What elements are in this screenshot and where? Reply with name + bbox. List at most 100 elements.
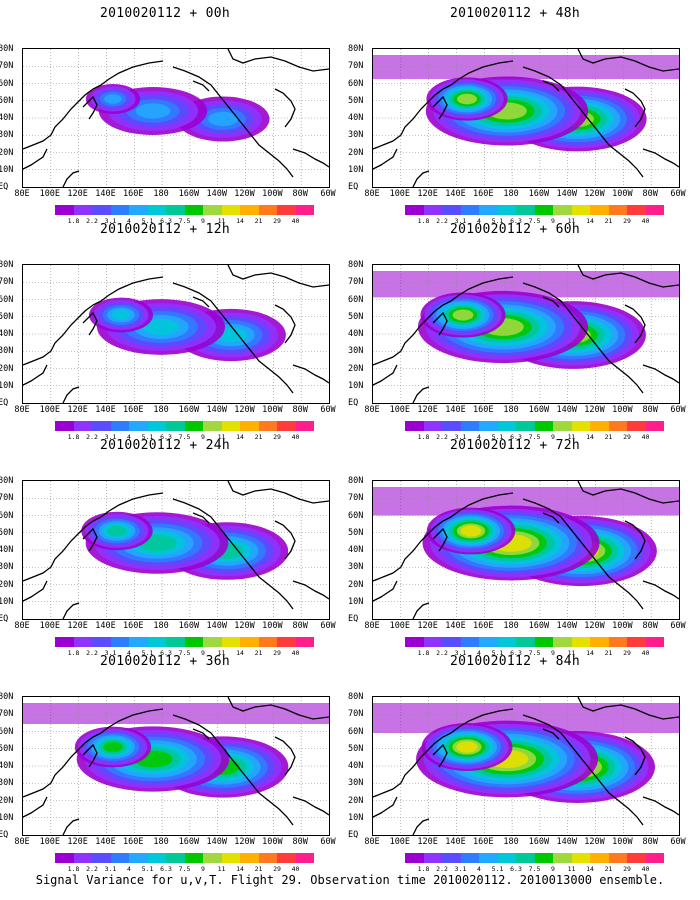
latitude-label: 60N	[348, 294, 364, 305]
colorbar-label: 5.1	[491, 433, 504, 441]
colorbar-label: 6.3	[160, 217, 172, 225]
latitude-label: 30N	[0, 130, 14, 141]
latitude-label: 80N	[348, 476, 364, 486]
colorbar-label: 21	[604, 649, 613, 657]
panel-title: 2010020112 + 84h	[449, 654, 581, 669]
colorbar-swatch	[295, 637, 314, 647]
coastline	[82, 527, 98, 552]
longitude-label: 60W	[670, 405, 686, 415]
latitude-label: 40N	[348, 329, 364, 339]
colorbar-swatch	[590, 205, 609, 215]
colorbar-swatch	[590, 421, 609, 431]
longitude-label: 100W	[262, 189, 283, 199]
variance-contour	[135, 103, 171, 119]
colorbar-swatch	[442, 421, 461, 431]
colorbar-swatch	[442, 637, 461, 647]
latitude-label: 70N	[0, 277, 14, 288]
colorbar-swatch	[258, 853, 277, 863]
colorbar-label: 9	[551, 433, 555, 441]
colorbar-label: 7.5	[178, 865, 191, 873]
map-panel: 2010020112 + 00h 80N 70N 60N 50N 40N 30N 20N 10N…	[0, 6, 336, 225]
colorbar-label: 4	[127, 649, 131, 657]
colorbar-label: 9	[201, 217, 205, 225]
coastline	[62, 386, 80, 403]
longitude-label: 120W	[584, 189, 605, 199]
colorbar-swatch	[55, 205, 74, 215]
coastline	[642, 580, 679, 600]
longitude-label: 140W	[556, 621, 577, 631]
colorbar-swatch	[184, 853, 203, 863]
colorbar-label: 11	[217, 865, 226, 873]
longitude-label: 60W	[320, 405, 336, 415]
colorbar-label: 11	[217, 649, 226, 657]
longitude-label: 180	[503, 837, 519, 847]
colorbar-label: 9	[201, 865, 205, 873]
latitude-label: 30N	[348, 346, 364, 357]
longitude-label: 180	[503, 621, 519, 631]
colorbar-swatch	[295, 853, 314, 863]
colorbar-label: 5.1	[141, 433, 154, 441]
latitude-label: 80N	[0, 476, 14, 486]
colorbar-label: 5.1	[491, 649, 504, 657]
coastline	[373, 84, 452, 150]
panel-title: 2010020112 + 12h	[99, 222, 231, 237]
panel-title: 2010020112 + 00h	[99, 6, 231, 21]
coastline	[62, 602, 80, 619]
coastline	[82, 311, 98, 336]
colorbar-label: 7.5	[528, 865, 541, 873]
longitude-label: 160E	[473, 405, 494, 415]
longitude-label: 100E	[39, 837, 61, 847]
colorbar-label: 6.3	[160, 865, 172, 873]
variance-contour	[142, 318, 180, 336]
map-panel: 2010020112 + 48h 80N 70N 60N 50N 40N 30N 20N 10N…	[348, 6, 686, 225]
coastline	[542, 80, 560, 92]
colorbar-label: 3.1	[454, 649, 467, 657]
longitude-label: 120E	[417, 405, 438, 415]
longitude-label: 100E	[389, 405, 411, 415]
colorbar-swatch	[110, 421, 129, 431]
colorbar-label: 11	[217, 433, 226, 441]
colorbar-label: 5.1	[491, 865, 504, 873]
latitude-label: 50N	[348, 743, 364, 754]
colorbar-swatch	[516, 637, 535, 647]
coastline	[522, 66, 644, 178]
colorbar-swatch	[221, 637, 240, 647]
colorbar-label: 29	[623, 433, 631, 441]
longitude-label: 140E	[95, 837, 116, 847]
coastline	[542, 512, 560, 524]
latitude-label: 50N	[0, 95, 14, 106]
colorbar-label: 1.8	[417, 865, 430, 873]
coastline	[192, 296, 210, 308]
latitude-label: 70N	[348, 61, 364, 72]
colorbar-swatch	[203, 637, 222, 647]
colorbar-label: 40	[291, 649, 300, 657]
longitude-label: 60W	[320, 837, 336, 847]
longitude-label: 120E	[417, 621, 438, 631]
panel-title: 2010020112 + 72h	[449, 438, 581, 453]
colorbar-swatch	[405, 205, 424, 215]
colorbar-swatch	[221, 853, 240, 863]
longitude-label: 80W	[642, 621, 658, 631]
colorbar-swatch	[553, 421, 572, 431]
colorbar-swatch	[645, 205, 664, 215]
colorbar-label: 1.8	[417, 217, 430, 225]
coastline	[227, 481, 329, 504]
colorbar-swatch	[553, 637, 572, 647]
latitude-label: 70N	[348, 709, 364, 720]
latitude-label: 10N	[0, 164, 14, 175]
colorbar-label: 3.1	[454, 865, 467, 873]
longitude-label: 160W	[528, 837, 550, 847]
longitude-label: 120W	[234, 189, 255, 199]
latitude-label: 40N	[348, 761, 364, 771]
colorbar-swatch	[92, 205, 111, 215]
colorbar-label: 7.5	[528, 433, 541, 441]
latitude-label: 70N	[0, 493, 14, 504]
colorbar-label: 14	[236, 865, 244, 873]
colorbar-swatch	[92, 853, 111, 863]
latitude-label: EQ	[0, 398, 9, 408]
longitude-label: 100E	[389, 837, 411, 847]
map-panel: 2010020112 + 84h 80N 70N 60N 50N 40N 30N 20N 10N…	[348, 654, 686, 873]
longitude-label: 120E	[417, 837, 438, 847]
coastline	[192, 80, 210, 92]
coastline	[227, 697, 329, 720]
